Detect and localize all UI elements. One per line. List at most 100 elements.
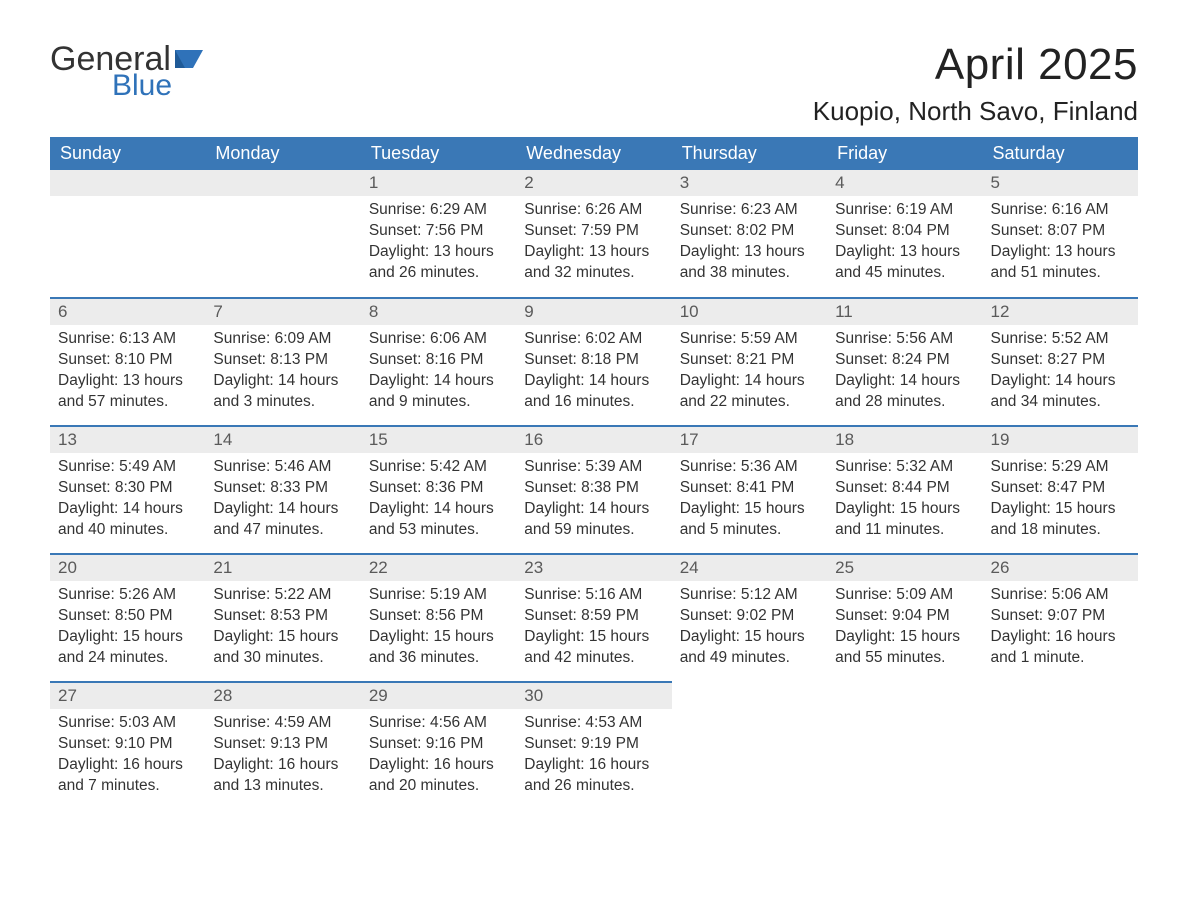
sunset-line: Sunset: 9:04 PM — [835, 606, 974, 627]
day-number: 3 — [672, 170, 827, 196]
calendar-week-row: 1Sunrise: 6:29 AMSunset: 7:56 PMDaylight… — [50, 170, 1138, 298]
calendar-day-cell: 1Sunrise: 6:29 AMSunset: 7:56 PMDaylight… — [361, 170, 516, 298]
sunrise-line: Sunrise: 5:12 AM — [680, 585, 819, 606]
day-details: Sunrise: 5:52 AMSunset: 8:27 PMDaylight:… — [983, 325, 1138, 415]
sunrise-line: Sunrise: 6:02 AM — [524, 329, 663, 350]
sunset-line: Sunset: 8:50 PM — [58, 606, 197, 627]
daylight-line: Daylight: 13 hours and 51 minutes. — [991, 242, 1130, 284]
sunset-line: Sunset: 8:27 PM — [991, 350, 1130, 371]
sunset-line: Sunset: 8:13 PM — [213, 350, 352, 371]
day-number — [672, 683, 827, 709]
day-details: Sunrise: 5:09 AMSunset: 9:04 PMDaylight:… — [827, 581, 982, 671]
title-block: April 2025 Kuopio, North Savo, Finland — [813, 40, 1138, 127]
calendar-day-cell: 16Sunrise: 5:39 AMSunset: 8:38 PMDayligh… — [516, 426, 671, 554]
sunset-line: Sunset: 8:56 PM — [369, 606, 508, 627]
day-details: Sunrise: 6:09 AMSunset: 8:13 PMDaylight:… — [205, 325, 360, 415]
daylight-line: Daylight: 15 hours and 42 minutes. — [524, 627, 663, 669]
sunrise-line: Sunrise: 6:06 AM — [369, 329, 508, 350]
calendar-day-cell: 19Sunrise: 5:29 AMSunset: 8:47 PMDayligh… — [983, 426, 1138, 554]
daylight-line: Daylight: 14 hours and 28 minutes. — [835, 371, 974, 413]
sunset-line: Sunset: 8:41 PM — [680, 478, 819, 499]
calendar-day-cell: 4Sunrise: 6:19 AMSunset: 8:04 PMDaylight… — [827, 170, 982, 298]
sunrise-line: Sunrise: 5:32 AM — [835, 457, 974, 478]
day-details: Sunrise: 6:06 AMSunset: 8:16 PMDaylight:… — [361, 325, 516, 415]
sunrise-line: Sunrise: 5:22 AM — [213, 585, 352, 606]
sunset-line: Sunset: 9:02 PM — [680, 606, 819, 627]
day-number: 12 — [983, 299, 1138, 325]
daylight-line: Daylight: 13 hours and 38 minutes. — [680, 242, 819, 284]
daylight-line: Daylight: 14 hours and 40 minutes. — [58, 499, 197, 541]
daylight-line: Daylight: 14 hours and 16 minutes. — [524, 371, 663, 413]
day-details: Sunrise: 5:56 AMSunset: 8:24 PMDaylight:… — [827, 325, 982, 415]
sunrise-line: Sunrise: 5:16 AM — [524, 585, 663, 606]
calendar-day-cell: 14Sunrise: 5:46 AMSunset: 8:33 PMDayligh… — [205, 426, 360, 554]
sunset-line: Sunset: 8:33 PM — [213, 478, 352, 499]
calendar-day-cell: 2Sunrise: 6:26 AMSunset: 7:59 PMDaylight… — [516, 170, 671, 298]
day-details: Sunrise: 6:23 AMSunset: 8:02 PMDaylight:… — [672, 196, 827, 286]
day-number: 25 — [827, 555, 982, 581]
sunset-line: Sunset: 9:07 PM — [991, 606, 1130, 627]
calendar-day-cell: 6Sunrise: 6:13 AMSunset: 8:10 PMDaylight… — [50, 298, 205, 426]
daylight-line: Daylight: 13 hours and 45 minutes. — [835, 242, 974, 284]
day-details: Sunrise: 5:26 AMSunset: 8:50 PMDaylight:… — [50, 581, 205, 671]
sunset-line: Sunset: 9:10 PM — [58, 734, 197, 755]
sunset-line: Sunset: 8:47 PM — [991, 478, 1130, 499]
day-details: Sunrise: 5:32 AMSunset: 8:44 PMDaylight:… — [827, 453, 982, 543]
header-row: General Blue April 2025 Kuopio, North Sa… — [50, 40, 1138, 127]
daylight-line: Daylight: 14 hours and 53 minutes. — [369, 499, 508, 541]
day-number: 26 — [983, 555, 1138, 581]
daylight-line: Daylight: 14 hours and 3 minutes. — [213, 371, 352, 413]
day-details: Sunrise: 5:29 AMSunset: 8:47 PMDaylight:… — [983, 453, 1138, 543]
sunrise-line: Sunrise: 5:09 AM — [835, 585, 974, 606]
day-number: 23 — [516, 555, 671, 581]
day-number: 7 — [205, 299, 360, 325]
day-details: Sunrise: 5:22 AMSunset: 8:53 PMDaylight:… — [205, 581, 360, 671]
weekday-header: Sunday — [50, 137, 205, 170]
day-details: Sunrise: 6:16 AMSunset: 8:07 PMDaylight:… — [983, 196, 1138, 286]
day-number: 4 — [827, 170, 982, 196]
calendar-table: SundayMondayTuesdayWednesdayThursdayFrid… — [50, 137, 1138, 810]
sunset-line: Sunset: 8:10 PM — [58, 350, 197, 371]
sunrise-line: Sunrise: 6:26 AM — [524, 200, 663, 221]
sunrise-line: Sunrise: 5:42 AM — [369, 457, 508, 478]
calendar-day-cell — [50, 170, 205, 298]
calendar-day-cell: 3Sunrise: 6:23 AMSunset: 8:02 PMDaylight… — [672, 170, 827, 298]
day-details: Sunrise: 5:12 AMSunset: 9:02 PMDaylight:… — [672, 581, 827, 671]
daylight-line: Daylight: 16 hours and 1 minute. — [991, 627, 1130, 669]
daylight-line: Daylight: 14 hours and 9 minutes. — [369, 371, 508, 413]
daylight-line: Daylight: 16 hours and 20 minutes. — [369, 755, 508, 797]
daylight-line: Daylight: 16 hours and 13 minutes. — [213, 755, 352, 797]
day-number: 21 — [205, 555, 360, 581]
sunrise-line: Sunrise: 5:56 AM — [835, 329, 974, 350]
daylight-line: Daylight: 15 hours and 55 minutes. — [835, 627, 974, 669]
weekday-header-row: SundayMondayTuesdayWednesdayThursdayFrid… — [50, 137, 1138, 170]
day-number: 13 — [50, 427, 205, 453]
sunset-line: Sunset: 9:16 PM — [369, 734, 508, 755]
daylight-line: Daylight: 14 hours and 34 minutes. — [991, 371, 1130, 413]
calendar-day-cell: 20Sunrise: 5:26 AMSunset: 8:50 PMDayligh… — [50, 554, 205, 682]
calendar-day-cell: 7Sunrise: 6:09 AMSunset: 8:13 PMDaylight… — [205, 298, 360, 426]
sunrise-line: Sunrise: 5:29 AM — [991, 457, 1130, 478]
day-number: 29 — [361, 683, 516, 709]
day-details: Sunrise: 6:26 AMSunset: 7:59 PMDaylight:… — [516, 196, 671, 286]
sunrise-line: Sunrise: 5:52 AM — [991, 329, 1130, 350]
daylight-line: Daylight: 16 hours and 26 minutes. — [524, 755, 663, 797]
day-details: Sunrise: 4:59 AMSunset: 9:13 PMDaylight:… — [205, 709, 360, 799]
sunrise-line: Sunrise: 6:16 AM — [991, 200, 1130, 221]
calendar-day-cell: 11Sunrise: 5:56 AMSunset: 8:24 PMDayligh… — [827, 298, 982, 426]
sunset-line: Sunset: 8:24 PM — [835, 350, 974, 371]
day-details: Sunrise: 6:29 AMSunset: 7:56 PMDaylight:… — [361, 196, 516, 286]
sunrise-line: Sunrise: 5:39 AM — [524, 457, 663, 478]
day-number: 17 — [672, 427, 827, 453]
daylight-line: Daylight: 13 hours and 26 minutes. — [369, 242, 508, 284]
calendar-day-cell: 13Sunrise: 5:49 AMSunset: 8:30 PMDayligh… — [50, 426, 205, 554]
day-number: 9 — [516, 299, 671, 325]
logo: General Blue — [50, 40, 209, 103]
sunrise-line: Sunrise: 6:23 AM — [680, 200, 819, 221]
daylight-line: Daylight: 15 hours and 36 minutes. — [369, 627, 508, 669]
calendar-day-cell: 26Sunrise: 5:06 AMSunset: 9:07 PMDayligh… — [983, 554, 1138, 682]
weekday-header: Thursday — [672, 137, 827, 170]
day-number: 22 — [361, 555, 516, 581]
day-number: 1 — [361, 170, 516, 196]
weekday-header: Tuesday — [361, 137, 516, 170]
